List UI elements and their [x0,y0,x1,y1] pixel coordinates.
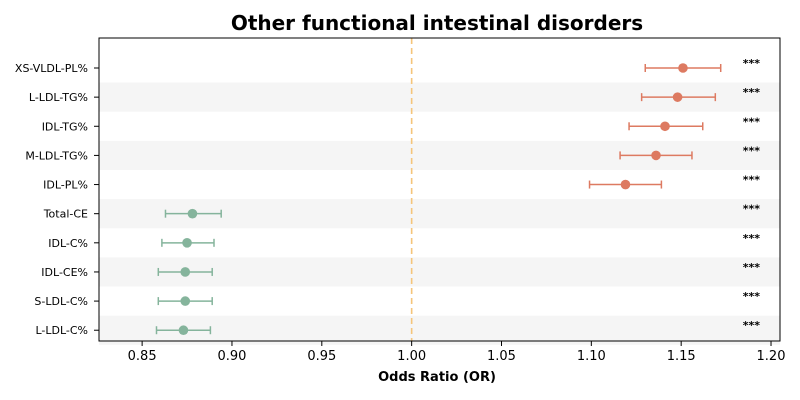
category-label: IDL-TG% [42,120,88,133]
x-tick-label: 0.85 [128,349,157,364]
or-point [620,179,631,190]
x-tick-label: 1.10 [577,349,606,364]
y-axis: XS-VLDL-PL% L-LDL-TG% IDL-TG% M-LDL-TG% IDL-… [15,62,99,337]
row-band [99,315,780,345]
x-tick-label: 1.15 [667,349,696,364]
plot-frame [98,37,781,342]
x-tick-label: 0.90 [217,349,246,364]
or-point [187,208,198,219]
data-row: *** [640,86,761,102]
category-label: IDL-CE% [41,266,88,279]
significance-label: *** [743,144,761,157]
x-tick-label: 1.20 [757,349,786,364]
data-row: *** [628,115,761,132]
significance-label: *** [743,319,761,332]
significance-label: *** [743,261,761,274]
significance-label: *** [743,115,761,128]
data-row: *** [157,290,761,306]
category-label: XS-VLDL-PL% [15,62,88,75]
significance-label: *** [743,203,761,216]
data-row: *** [155,319,761,336]
or-point [180,296,191,306]
significance-label: *** [743,290,761,303]
category-label: L-LDL-C% [35,324,88,337]
category-label: IDL-PL% [43,179,88,192]
data-row: *** [588,174,761,190]
category-label: L-LDL-TG% [29,91,88,104]
or-point [178,325,189,336]
data-row: *** [619,144,761,161]
data-row: *** [164,203,761,219]
or-point [672,92,683,102]
significance-label: *** [743,174,761,187]
category-label: IDL-C% [48,237,88,250]
data-rows: *** *** *** *** *** *** *** *** *** *** [155,57,761,336]
category-label: M-LDL-TG% [25,149,88,162]
significance-label: *** [743,86,761,99]
significance-label: *** [743,57,761,70]
category-label: Total-CE [43,208,88,221]
x-tick-label: 0.95 [307,349,336,364]
data-row: *** [161,232,761,248]
plot-border [98,37,781,342]
data-row: *** [157,261,761,277]
or-point [182,238,192,248]
chart-title: Other functional intestinal disorders [231,11,643,35]
category-label: S-LDL-C% [34,295,88,308]
x-axis: 0.85 0.90 0.95 1.00 1.05 1.10 1.15 1.20 [128,341,786,364]
or-point [651,150,661,161]
or-point [660,121,670,132]
x-tick-label: 1.00 [397,349,426,364]
data-row: *** [644,57,761,73]
or-point [180,267,191,277]
or-point [678,63,688,73]
x-tick-label: 1.05 [487,349,516,364]
significance-label: *** [743,232,761,245]
x-axis-label: Odds Ratio (OR) [378,370,496,385]
